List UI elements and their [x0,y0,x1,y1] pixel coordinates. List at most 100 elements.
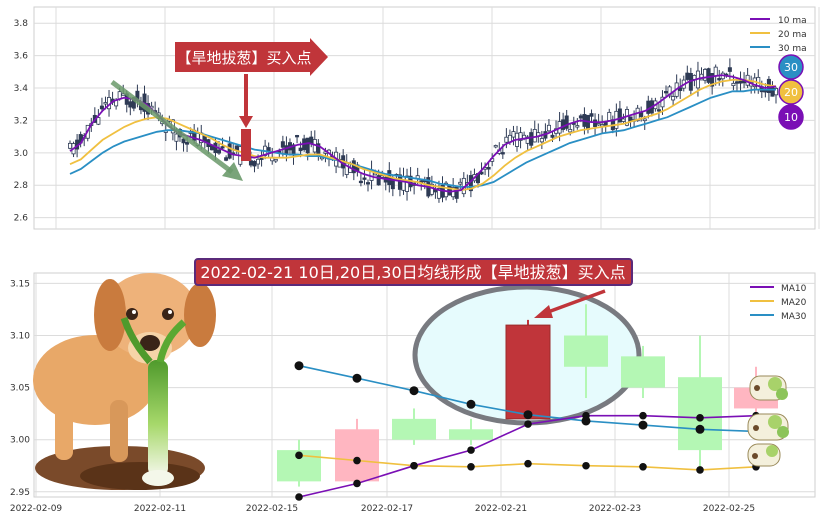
top-candle-body [617,108,622,123]
bottom-ma30-point [294,361,304,371]
top-y-tick-label: 3.2 [14,116,28,126]
bottom-x-tick-label: 2022-02-15 [246,504,298,514]
leek-illustration-1 [749,375,788,401]
top-candle-body [128,101,133,108]
bottom-y-tick-label: 3.10 [10,332,30,342]
bottom-y-tick-label: 3.00 [10,436,30,446]
dog-pulling-leek-illustration [33,273,216,490]
top-candle-body [358,180,363,184]
bottom-legend: MA10 MA20 MA30 [750,284,807,322]
top-candle-body [185,142,190,145]
top-legend-label-30: 30 ma [778,44,807,54]
bottom-x-tick-label: 2022-02-25 [703,504,755,514]
bottom-candle-body [449,429,493,440]
top-candle-body [103,102,108,105]
top-panel: 2.6 2.8 3.0 3.2 3.4 3.6 3.8 【旱地拔葱】买入点 [14,6,820,230]
top-candle-body [405,175,410,192]
bottom-candle-body [678,377,722,451]
badge-30-label: 30 [784,61,798,74]
bottom-ma30-point [466,399,476,409]
bottom-ma30-point [638,420,648,430]
bottom-ma20-point [295,451,303,460]
top-candle-body [305,137,310,154]
badge-10-label: 10 [784,111,798,124]
top-candle-body [511,131,516,138]
down-trend-arrow [110,80,243,181]
top-candle-body [220,146,225,149]
bottom-ma20-point [353,456,361,465]
top-candle-body [671,96,676,101]
bottom-ma20-point [582,461,590,470]
top-candle-body [621,118,626,122]
top-candle-body [731,82,736,87]
top-candle-body [454,186,459,199]
top-candle-body [667,86,672,97]
leek-illustration-3 [747,443,781,467]
top-candle-body [248,160,253,166]
bottom-legend-label-ma20: MA20 [781,298,807,308]
bottom-ma20-point [524,459,532,468]
top-candle-body [486,166,491,170]
top-candle-body [96,117,101,125]
bottom-legend-label-ma30: MA30 [781,312,807,322]
bottom-panel: 2.95 3.00 3.05 3.10 3.15 2022-02-09 2022-02-1… [10,272,816,514]
bottom-ma10-point [410,461,418,470]
top-y-tick-label: 3.0 [14,149,29,159]
bottom-ma10-point [639,411,647,420]
top-candle-body [706,68,711,83]
bottom-x-tick-label: 2022-02-23 [589,504,641,514]
top-candle-body [727,67,732,72]
top-candle-body [295,135,300,138]
top-candle-body [564,115,569,129]
top-candle-body [532,129,537,143]
top-candle-body [181,138,186,144]
top-legend: 10 ma 20 ma 30 ma [750,16,807,54]
bottom-candle-body [392,418,436,440]
bottom-y-tick-labels: 2.95 3.00 3.05 3.10 3.15 [10,279,30,497]
badge-10 [778,104,804,130]
top-candle-body [568,129,573,133]
banner-down-arrow [239,74,253,128]
top-candle-body [607,111,612,121]
bottom-x-tick-label: 2022-02-11 [134,504,186,514]
bottom-x-tick-labels: 2022-02-09 2022-02-11 2022-02-15 2022-02-17… [10,504,755,514]
top-candle-body [596,123,601,126]
bottom-ma10-point [353,479,361,488]
bottom-title-banner: 2022-02-21 10日,20日,30日均线形成【旱地拔葱】买入点 [194,258,633,286]
top-y-tick-label: 3.8 [14,19,29,29]
top-legend-label-20: 20 ma [778,30,807,40]
signal-candle [241,129,251,161]
top-y-tick-label: 3.6 [14,52,29,62]
top-candle-body [710,73,715,87]
bottom-candle-body [564,335,608,367]
top-y-tick-labels: 2.6 2.8 3.0 3.2 3.4 3.6 3.8 [14,19,29,223]
top-candle-body [224,157,229,161]
top-candle-body [366,182,371,185]
badge-20-label: 20 [784,86,798,99]
top-candle-body [738,80,743,84]
top-candle-body [664,91,669,94]
top-candle-body [578,115,583,119]
bottom-ma30-point [523,410,533,420]
bottom-candle-body [505,324,551,420]
badge-30 [778,54,804,80]
top-candle-body [273,158,278,162]
top-candle-body [380,175,385,178]
top-candle-body [458,181,463,185]
bottom-ma20-point [467,462,475,471]
buy-signal-banner: 【旱地拔葱】买入点 [175,38,328,76]
bottom-y-tick-label: 2.95 [10,488,30,498]
top-candle-body [656,109,661,112]
top-candle-body [68,142,73,149]
leek-illustration-2 [747,413,789,441]
bottom-ma10-point [295,493,303,501]
top-candle-body [539,138,544,143]
top-candle-body [575,125,580,128]
bottom-ma10-point [467,446,475,454]
top-candle-body [600,124,605,127]
top-candle-body [685,72,690,80]
bottom-y-tick-label: 3.05 [10,384,30,394]
banner-label: 【旱地拔葱】买入点 [176,49,311,67]
